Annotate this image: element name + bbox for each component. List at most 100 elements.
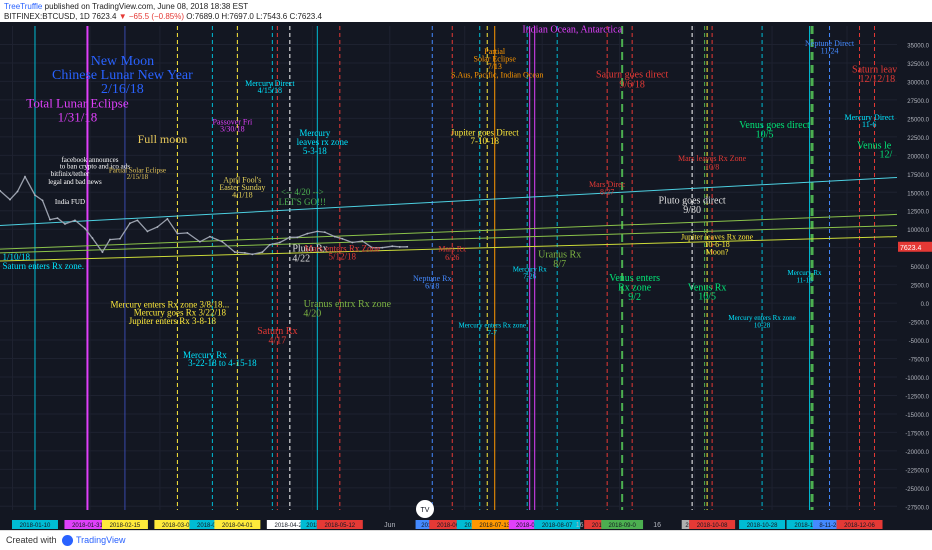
- tv-logo-badge: TV: [416, 500, 434, 518]
- y-tick-label: 27500.0: [907, 99, 929, 105]
- trendline: [0, 213, 898, 250]
- x-tick-badge: [601, 520, 644, 529]
- y-tick-label: 2500.0: [911, 284, 930, 290]
- x-tick-badge: [471, 520, 518, 529]
- chart-annotation: bitfinix/tether: [51, 170, 90, 178]
- publish-text: published on TradingView.com, June 08, 2…: [42, 2, 249, 11]
- chart-area[interactable]: New Moon Chinese Lunar New Year 2/16/18 Tot…: [0, 22, 932, 530]
- chart-annotation: 10/5: [756, 130, 774, 141]
- y-tick-label: -27500.0: [905, 505, 929, 511]
- x-tick-badge: [429, 520, 476, 529]
- chart-annotation: Mercury enters Rx zone: [728, 314, 795, 322]
- price-point: [306, 232, 309, 235]
- x-tick-label: 2018-06-26: [437, 523, 468, 529]
- symbol-label: BITFINEX:BTCUSD, 1D: [4, 12, 90, 21]
- chart-annotation: LET'S GO!!!: [279, 197, 326, 207]
- x-tick-label: 16: [576, 522, 584, 529]
- price-point: [333, 235, 336, 238]
- chart-annotation: facebook announces: [61, 156, 118, 164]
- publish-info: TreeTruffle published on TradingView.com…: [4, 2, 248, 11]
- y-tick-label: -10000.0: [905, 376, 929, 382]
- chart-annotation: Indian Ocean, Antarctica: [522, 25, 622, 36]
- x-tick-label: 2018-11-16: [794, 523, 825, 529]
- chart-annotation: Venus enters: [609, 273, 660, 284]
- price-tag-box: [898, 241, 932, 252]
- chart-annotation: 8/27: [600, 187, 614, 196]
- x-tick-label: 2018-01-10: [20, 523, 51, 529]
- chart-annotation: 7/13: [488, 62, 502, 71]
- x-tick-label: 2018-04-22: [274, 523, 305, 529]
- y-tick-label: 15000.0: [907, 191, 929, 197]
- chart-annotation: 4/1/18: [232, 190, 252, 199]
- price-point: [91, 237, 94, 239]
- chart-annotation: 11-6: [862, 120, 876, 129]
- chart-annotation: Mercury: [299, 128, 330, 138]
- chart-annotation: 9/6/18: [619, 79, 645, 90]
- chart-header: TreeTruffle published on TradingView.com…: [0, 0, 932, 22]
- chart-annotation: Jupiter goes Direct: [451, 127, 519, 137]
- price-point: [146, 230, 149, 233]
- x-tick-label: 2018-09-0: [608, 523, 636, 529]
- price-point: [208, 235, 211, 238]
- trendlines-layer: [0, 176, 898, 262]
- author-link[interactable]: TreeTruffle: [4, 2, 43, 11]
- y-tick-label: 0.0: [921, 302, 930, 308]
- chart-annotation: to ban crypto and ico ads: [60, 163, 130, 171]
- y-tick-label: 22500.0: [907, 136, 929, 142]
- x-tick-badge: [534, 520, 581, 529]
- chart-annotation: Saturn enters Rx zone.: [2, 261, 83, 271]
- price-point: [41, 199, 44, 202]
- x-tick-badge: [786, 520, 833, 529]
- chart-annotation: Mercury Direct: [245, 79, 295, 88]
- chart-annotation: 4/20: [303, 308, 321, 319]
- chart-annotation: Partial: [484, 47, 506, 56]
- chart-annotation: <-- 4/20 -->: [281, 187, 324, 197]
- price-point: [84, 227, 86, 230]
- x-tick-label: 2018-10-28: [747, 523, 778, 529]
- chart-annotation: 3/30/18: [220, 125, 244, 134]
- tradingview-link[interactable]: TradingView: [76, 535, 126, 545]
- chart-annotation: New Moon: [91, 54, 154, 69]
- chart-annotation: Neptune Rx: [413, 274, 451, 283]
- price-point: [233, 251, 236, 254]
- tradingview-logo-icon: [62, 535, 73, 546]
- time-axis: 2018-01-102018-01-312018-02-15Ma2018-03-…: [0, 518, 897, 530]
- price-point: [361, 240, 364, 242]
- price-point: [406, 245, 409, 248]
- chart-annotation: Mercury Rx: [513, 265, 548, 273]
- chart-annotation: Saturn leaves: [852, 65, 906, 76]
- trendline: [0, 176, 898, 227]
- chart-annotation: Full moon: [138, 132, 188, 146]
- y-tick-label: 35000.0: [907, 43, 929, 49]
- price-change: ▼ −65.5 (−0.85%): [118, 12, 185, 21]
- chart-annotation: Uranus entrx Rx zone: [304, 299, 392, 310]
- price-point: [49, 218, 51, 221]
- chart-annotation: Chinese Lunar New Year: [52, 68, 193, 83]
- chart-annotation: 10-6-18: [704, 240, 729, 249]
- chart-annotation: Pluto Rx: [292, 243, 327, 254]
- x-tick-label: 2018-04-01: [222, 523, 253, 529]
- chart-annotation: Easter Sunday: [219, 183, 265, 192]
- price-tag: 7623.4: [898, 241, 932, 252]
- y-tick-label: -25000.0: [905, 487, 929, 493]
- chart-annotation: 4/15/18: [258, 86, 282, 95]
- price-point: [268, 243, 271, 246]
- chart-annotation: Mercury goes Rx 3/22/18: [134, 308, 227, 318]
- chart-annotation: 4/22: [292, 254, 310, 265]
- x-tick-label: 2018-07-13: [479, 523, 510, 529]
- price-point: [156, 226, 159, 228]
- x-tick-badge: [11, 520, 58, 529]
- chart-annotation: Saturn Rx: [257, 326, 297, 337]
- price-point: [16, 190, 19, 193]
- footer-bar: Created with TradingView: [0, 530, 932, 550]
- x-tick-badge: [64, 520, 111, 529]
- y-tick-label: 12500.0: [907, 210, 929, 216]
- symbol-ohlc: BITFINEX:BTCUSD, 1D 7623.4 ▼ −65.5 (−0.8…: [4, 12, 322, 21]
- y-tick-label: 32500.0: [907, 62, 929, 68]
- price-point: [288, 236, 291, 239]
- price-point: [186, 232, 189, 234]
- chart-annotation: 7-7: [488, 329, 498, 337]
- price-point: [316, 230, 319, 233]
